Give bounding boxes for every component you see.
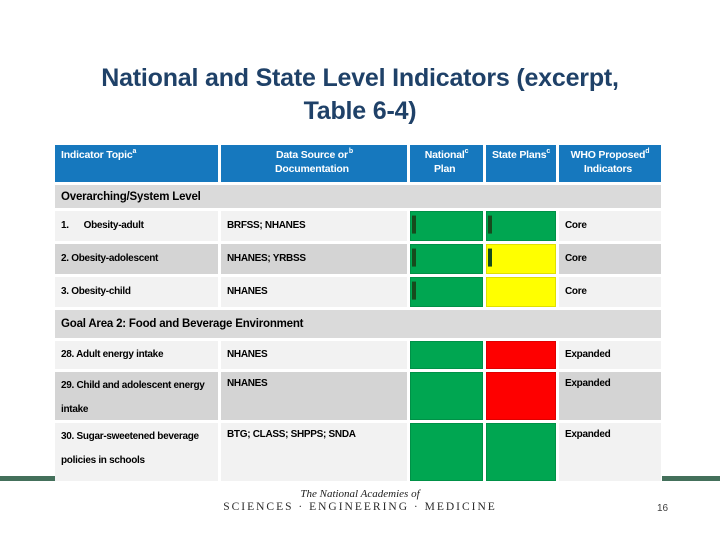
column-header-data-source: Data Source or Documentation b <box>221 145 407 182</box>
topic-cell: 3. Obesity-child <box>55 277 218 307</box>
who-cell: Core <box>559 277 661 307</box>
section-row-goal-area-2: Goal Area 2: Food and Beverage Environme… <box>55 310 661 338</box>
source-cell: BTG; CLASS; SHPPS; SNDA <box>221 423 407 481</box>
state-plans-status <box>486 341 556 369</box>
source-cell: BRFSS; NHANES <box>221 211 407 241</box>
column-header-label: State Plans <box>491 149 547 161</box>
column-header-national-plan: National Plan c <box>410 145 483 182</box>
column-header-label: Indicator Topic <box>61 149 133 161</box>
who-cell: Expanded <box>559 372 661 420</box>
column-header-state-plans: State Plans c <box>486 145 556 182</box>
topic-cell: 30. Sugar-sweetened beverage policies in… <box>55 423 218 481</box>
source-cell: NHANES <box>221 341 407 369</box>
topic-cell: 29. Child and adolescent energy intake <box>55 372 218 420</box>
status-mark <box>412 215 416 234</box>
source-cell: NHANES <box>221 372 407 420</box>
indicators-table: Indicator Topic a Data Source or Document… <box>55 145 662 481</box>
topic-cell: 1. Obesity-adult <box>55 211 218 241</box>
status-mark <box>412 248 416 267</box>
column-header-superscript: b <box>348 148 353 155</box>
state-plans-status <box>486 423 556 481</box>
topic-cell: 28. Adult energy intake <box>55 341 218 369</box>
national-academies-logo: The National Academies of SCIENCES · ENG… <box>0 488 720 513</box>
column-header-superscript: c <box>464 148 469 155</box>
source-cell: NHANES <box>221 277 407 307</box>
status-mark <box>488 248 492 267</box>
national-plan-status <box>410 372 483 420</box>
source-cell: NHANES; YRBSS <box>221 244 407 274</box>
logo-line-1: The National Academies of <box>300 488 420 500</box>
page-number: 16 <box>657 503 669 514</box>
who-cell: Expanded <box>559 341 661 369</box>
national-plan-status <box>410 244 483 274</box>
state-plans-status <box>486 244 556 274</box>
national-plan-status <box>410 341 483 369</box>
status-mark <box>488 215 492 234</box>
who-cell: Core <box>559 211 661 241</box>
column-header-superscript: a <box>132 148 137 155</box>
column-header-label: National Plan <box>424 149 465 175</box>
state-plans-status <box>486 211 556 241</box>
national-plan-status <box>410 211 483 241</box>
column-header-label: WHO Proposed Indicators <box>570 149 646 175</box>
state-plans-status <box>486 277 556 307</box>
column-header-superscript: c <box>546 148 551 155</box>
topic-cell: 2. Obesity-adolescent <box>55 244 218 274</box>
column-header-superscript: d <box>645 148 650 155</box>
national-plan-status <box>410 423 483 481</box>
logo-line-2: SCIENCES · ENGINEERING · MEDICINE <box>223 501 497 513</box>
national-plan-status <box>410 277 483 307</box>
column-header-indicator-topic: Indicator Topic a <box>55 145 218 182</box>
who-cell: Core <box>559 244 661 274</box>
state-plans-status <box>486 372 556 420</box>
who-cell: Expanded <box>559 423 661 481</box>
column-header-label: Data Source or Documentation <box>275 149 349 175</box>
slide-title: National and State Level Indicators (exc… <box>101 64 619 125</box>
section-row-overarching: Overarching/System Level <box>55 185 661 208</box>
status-mark <box>412 281 416 300</box>
column-header-who-indicators: WHO Proposed Indicators d <box>559 145 661 182</box>
